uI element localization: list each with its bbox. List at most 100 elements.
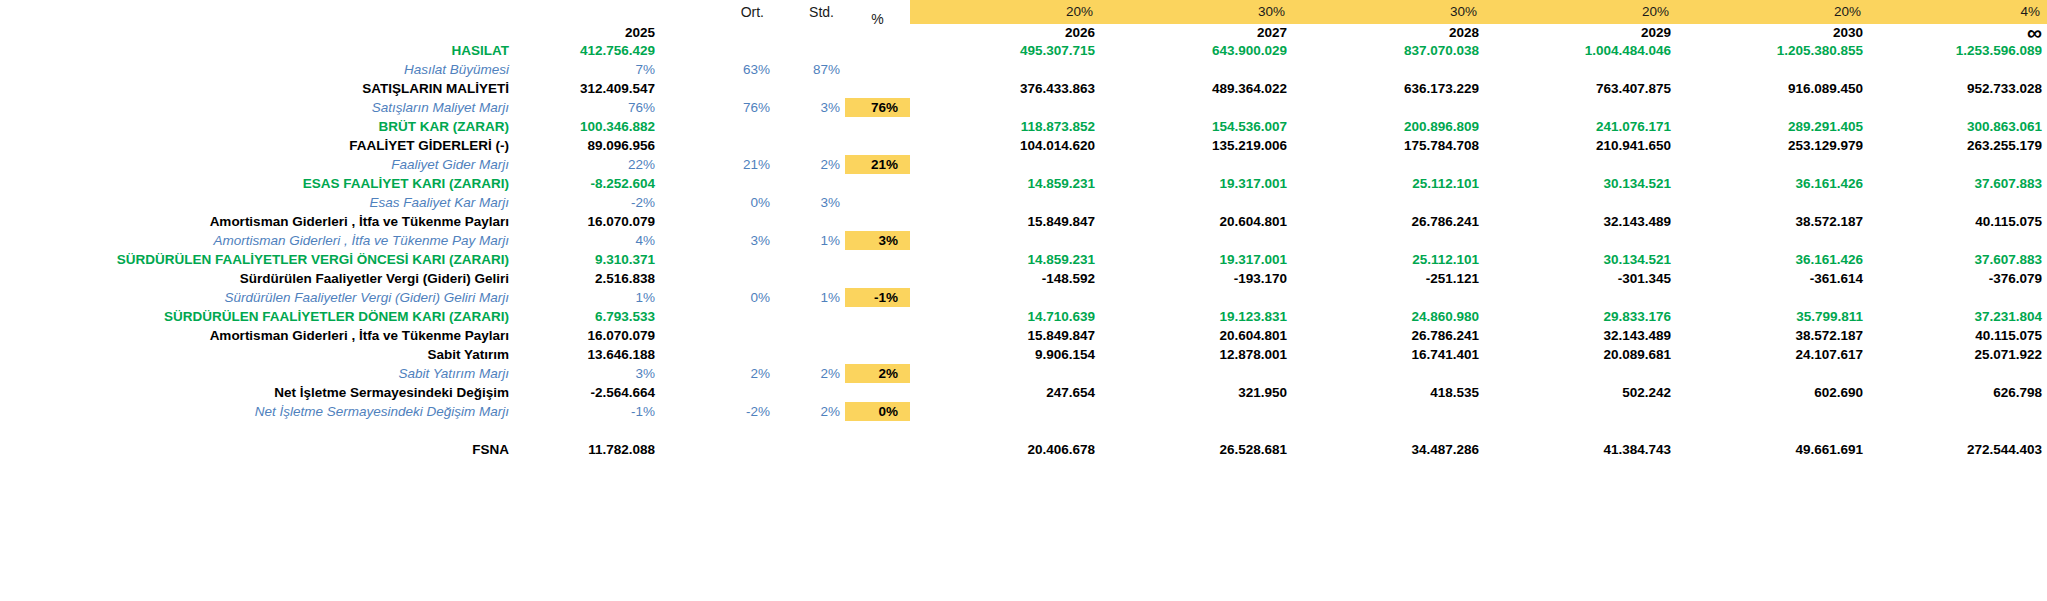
cell-year-2030[interactable]: 253.129.979 — [1676, 136, 1868, 155]
cell-year-2030[interactable]: 35.799.811 — [1676, 307, 1868, 326]
cell-std[interactable]: 1% — [775, 288, 845, 307]
cell-year-2030[interactable]: 602.690 — [1676, 383, 1868, 402]
cell-year-2030[interactable]: 38.572.187 — [1676, 212, 1868, 231]
row-label[interactable]: BRÜT KAR (ZARAR) — [0, 117, 515, 136]
cell-2025[interactable]: 16.070.079 — [515, 326, 660, 345]
cell-ort[interactable]: 3% — [660, 231, 775, 250]
cell-year-2026[interactable]: 15.849.847 — [910, 212, 1100, 231]
cell-ort[interactable]: 63% — [660, 60, 775, 79]
row-label[interactable]: Hasılat Büyümesi — [0, 60, 515, 79]
cell-year-2026[interactable]: 247.654 — [910, 383, 1100, 402]
cell-year-terminal[interactable]: 37.607.883 — [1868, 250, 2047, 269]
cell-pct[interactable]: 21% — [845, 155, 910, 174]
cell-year-terminal[interactable]: 263.255.179 — [1868, 136, 2047, 155]
year-header-2025[interactable]: 2025 — [515, 24, 660, 41]
cell-year-terminal[interactable]: 952.733.028 — [1868, 79, 2047, 98]
cell-year-terminal[interactable]: -376.079 — [1868, 269, 2047, 288]
row-label[interactable]: Amortisman Giderleri , İtfa ve Tükenme P… — [0, 326, 515, 345]
cell-year-2028[interactable]: 25.112.101 — [1292, 250, 1484, 269]
column-header-std[interactable]: Std. — [775, 0, 845, 24]
cell-year-2028[interactable]: 26.786.241 — [1292, 212, 1484, 231]
cell-2025[interactable]: 412.756.429 — [515, 41, 660, 60]
cell-year-2027[interactable]: 19.123.831 — [1100, 307, 1292, 326]
cell-pct[interactable]: -1% — [845, 288, 910, 307]
weight-cell-2026[interactable]: 20% — [910, 0, 1100, 24]
year-header-2030[interactable]: 2030 — [1676, 24, 1868, 41]
cell-year-2027[interactable]: 154.536.007 — [1100, 117, 1292, 136]
year-header-2028[interactable]: 2028 — [1292, 24, 1484, 41]
cell-ort[interactable]: -2% — [660, 402, 775, 421]
year-header-2027[interactable]: 2027 — [1100, 24, 1292, 41]
cell-year-2027[interactable]: 20.604.801 — [1100, 326, 1292, 345]
cell-year-2027[interactable]: 19.317.001 — [1100, 250, 1292, 269]
cell-ort[interactable]: 2% — [660, 364, 775, 383]
cell-year-2029[interactable]: 30.134.521 — [1484, 250, 1676, 269]
row-label[interactable]: Sürdürülen Faaliyetler Vergi (Gideri) Ge… — [0, 288, 515, 307]
cell-year-2029[interactable]: 20.089.681 — [1484, 345, 1676, 364]
cell-year-2027[interactable]: 643.900.029 — [1100, 41, 1292, 60]
column-header-pct[interactable]: % — [845, 7, 910, 31]
cell-year-2027[interactable]: 489.364.022 — [1100, 79, 1292, 98]
row-label[interactable]: FAALİYET GİDERLERİ (-) — [0, 136, 515, 155]
cell-year-2029[interactable]: 41.384.743 — [1484, 440, 1676, 459]
cell-year-2030[interactable]: 36.161.426 — [1676, 174, 1868, 193]
cell-year-2028[interactable]: 25.112.101 — [1292, 174, 1484, 193]
cell-std[interactable]: 1% — [775, 231, 845, 250]
row-label[interactable]: SÜRDÜRÜLEN FAALİYETLER VERGİ ÖNCESİ KARI… — [0, 250, 515, 269]
cell-2025[interactable]: 6.793.533 — [515, 307, 660, 326]
cell-year-2030[interactable]: 289.291.405 — [1676, 117, 1868, 136]
cell-year-2027[interactable]: 26.528.681 — [1100, 440, 1292, 459]
cell-year-2029[interactable]: 763.407.875 — [1484, 79, 1676, 98]
cell-year-2026[interactable]: 118.873.852 — [910, 117, 1100, 136]
row-label[interactable]: FSNA — [0, 440, 515, 459]
row-label[interactable]: Sabit Yatırım — [0, 345, 515, 364]
cell-year-2026[interactable]: 20.406.678 — [910, 440, 1100, 459]
cell-2025[interactable]: 11.782.088 — [515, 440, 660, 459]
year-header-infinity[interactable]: ∞ — [1868, 24, 2047, 41]
cell-year-2026[interactable]: 9.906.154 — [910, 345, 1100, 364]
cell-year-2026[interactable]: 495.307.715 — [910, 41, 1100, 60]
cell-2025[interactable]: 7% — [515, 60, 660, 79]
cell-year-terminal[interactable]: 272.544.403 — [1868, 440, 2047, 459]
cell-year-2029[interactable]: 32.143.489 — [1484, 326, 1676, 345]
cell-std[interactable]: 2% — [775, 155, 845, 174]
cell-2025[interactable]: 89.096.956 — [515, 136, 660, 155]
cell-year-terminal[interactable]: 37.231.804 — [1868, 307, 2047, 326]
cell-year-2026[interactable]: -148.592 — [910, 269, 1100, 288]
year-header-2026[interactable]: 2026 — [910, 24, 1100, 41]
year-header-2029[interactable]: 2029 — [1484, 24, 1676, 41]
cell-year-2028[interactable]: 34.487.286 — [1292, 440, 1484, 459]
cell-2025[interactable]: 4% — [515, 231, 660, 250]
cell-std[interactable]: 2% — [775, 402, 845, 421]
cell-2025[interactable]: -1% — [515, 402, 660, 421]
cell-year-2029[interactable]: 210.941.650 — [1484, 136, 1676, 155]
row-label[interactable]: Amortisman Giderleri , İtfa ve Tükenme P… — [0, 212, 515, 231]
cell-2025[interactable]: 100.346.882 — [515, 117, 660, 136]
cell-year-2029[interactable]: -301.345 — [1484, 269, 1676, 288]
cell-year-2026[interactable]: 14.859.231 — [910, 250, 1100, 269]
cell-pct[interactable]: 0% — [845, 402, 910, 421]
cell-pct[interactable]: 2% — [845, 364, 910, 383]
cell-year-terminal[interactable]: 40.115.075 — [1868, 212, 2047, 231]
cell-2025[interactable]: -2% — [515, 193, 660, 212]
row-label[interactable]: Sabit Yatırım Marjı — [0, 364, 515, 383]
row-label[interactable]: Satışların Maliyet Marjı — [0, 98, 515, 117]
cell-year-2028[interactable]: 837.070.038 — [1292, 41, 1484, 60]
cell-2025[interactable]: 22% — [515, 155, 660, 174]
row-label[interactable]: Net İşletme Sermayesindeki Değişim — [0, 383, 515, 402]
cell-std[interactable]: 87% — [775, 60, 845, 79]
cell-year-2029[interactable]: 32.143.489 — [1484, 212, 1676, 231]
weight-cell-2027[interactable]: 30% — [1100, 0, 1292, 24]
cell-year-2027[interactable]: 135.219.006 — [1100, 136, 1292, 155]
cell-year-terminal[interactable]: 300.863.061 — [1868, 117, 2047, 136]
cell-std[interactable]: 2% — [775, 364, 845, 383]
cell-year-2026[interactable]: 14.710.639 — [910, 307, 1100, 326]
cell-ort[interactable]: 0% — [660, 288, 775, 307]
cell-std[interactable]: 3% — [775, 193, 845, 212]
cell-year-2028[interactable]: 26.786.241 — [1292, 326, 1484, 345]
weight-cell-terminal[interactable]: 4% — [1868, 0, 2047, 24]
cell-year-terminal[interactable]: 626.798 — [1868, 383, 2047, 402]
cell-2025[interactable]: 13.646.188 — [515, 345, 660, 364]
row-label[interactable]: Faaliyet Gider Marjı — [0, 155, 515, 174]
row-label[interactable]: Sürdürülen Faaliyetler Vergi (Gideri) Ge… — [0, 269, 515, 288]
